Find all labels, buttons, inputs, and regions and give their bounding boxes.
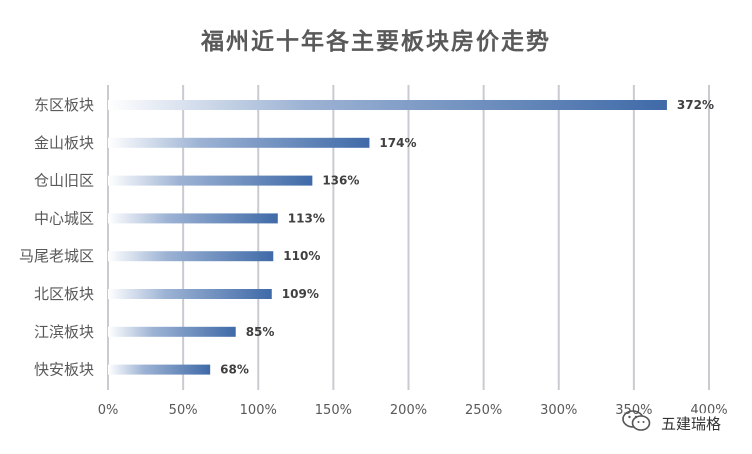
bar (108, 137, 370, 148)
bar (108, 175, 313, 186)
wechat-icon (622, 409, 652, 437)
x-tick-label: 50% (169, 403, 198, 418)
category-label: 中心城区 (34, 209, 94, 227)
x-tick-label: 150% (315, 403, 352, 418)
bar (108, 251, 274, 262)
data-label: 85% (246, 325, 275, 339)
watermark: 五建瑞格 (622, 409, 725, 437)
x-tick-label: 300% (540, 403, 577, 418)
x-tick-label: 100% (240, 403, 277, 418)
data-label: 372% (677, 98, 714, 112)
data-label: 109% (282, 287, 319, 301)
bar (108, 289, 272, 299)
category-label: 马尾老城区 (19, 247, 94, 265)
data-label: 68% (220, 363, 249, 377)
category-label: 江滨板块 (34, 323, 94, 341)
data-label: 110% (283, 249, 320, 263)
x-tick-label: 0% (98, 403, 119, 418)
category-label: 东区板块 (34, 96, 94, 114)
x-tick-label: 200% (390, 403, 427, 418)
bar (108, 326, 236, 337)
category-label: 快安板块 (34, 361, 94, 379)
bar (108, 364, 211, 375)
category-label: 仓山旧区 (34, 172, 94, 190)
watermark-text: 五建瑞格 (658, 412, 725, 434)
category-label: 北区板块 (34, 285, 94, 303)
category-label: 金山板块 (34, 134, 94, 152)
data-label: 174% (379, 136, 416, 150)
bar (108, 100, 667, 110)
chart-title: 福州近十年各主要板块房价走势 (201, 29, 551, 55)
data-label: 136% (322, 174, 359, 188)
bar (108, 213, 278, 224)
data-label: 113% (288, 211, 325, 225)
x-tick-label: 250% (465, 403, 502, 418)
